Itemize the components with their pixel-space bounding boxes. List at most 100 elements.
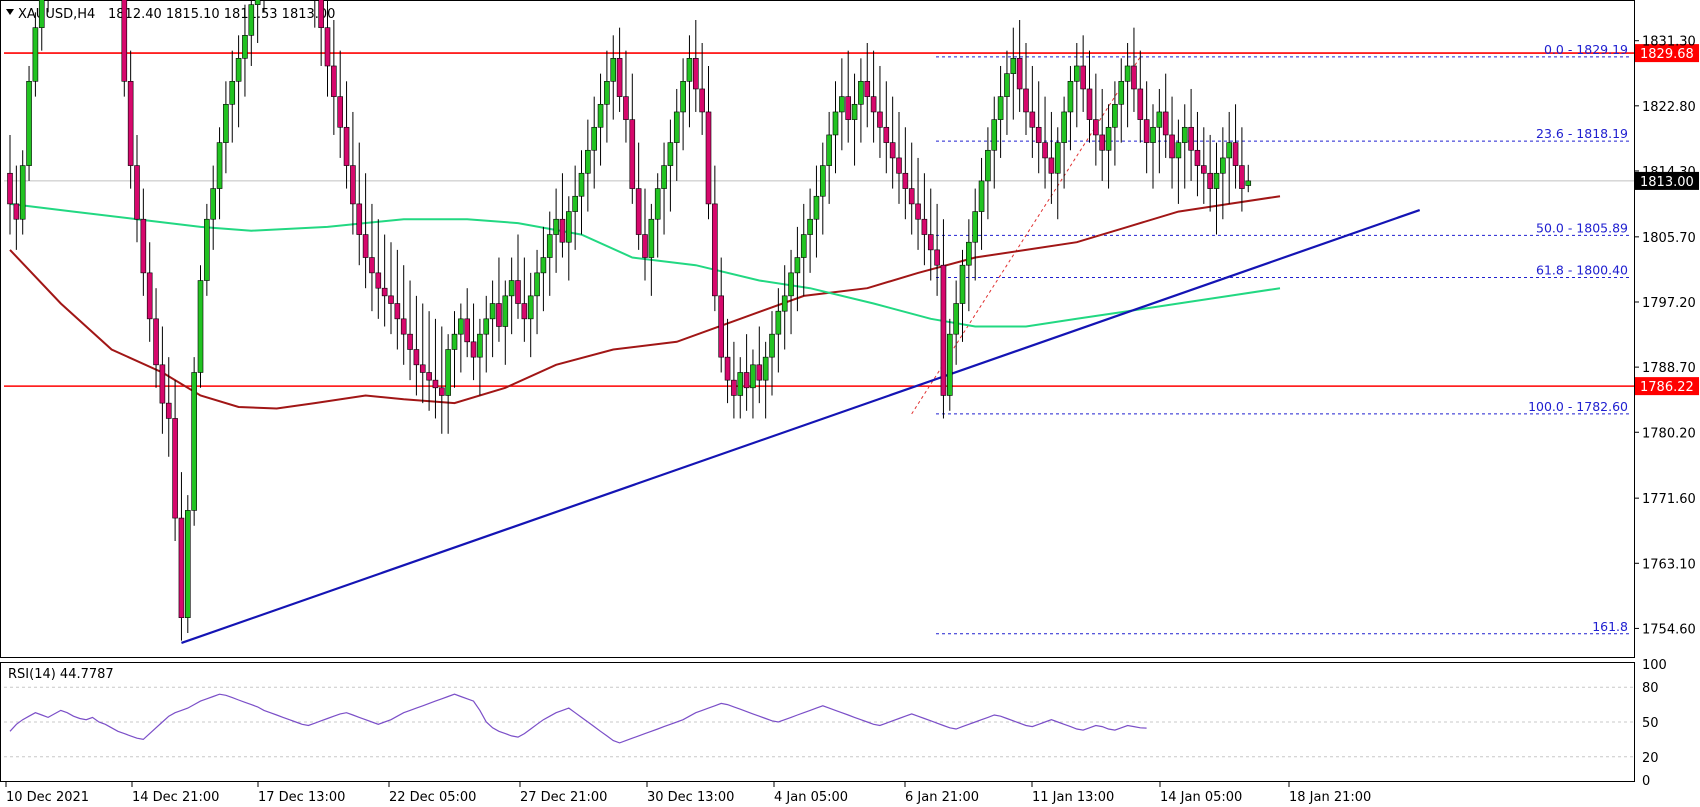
- time-tick-label: 4 Jan 05:00: [774, 790, 848, 805]
- level-price-label: 1829.68: [1640, 47, 1694, 62]
- level-price-tag: [1635, 377, 1699, 396]
- candle-body: [197, 280, 204, 373]
- candle-body: [464, 318, 471, 343]
- candle-body: [248, 4, 255, 36]
- ascending-trendline: [181, 208, 1421, 645]
- candle-body: [496, 303, 502, 327]
- candle-body: [832, 111, 839, 136]
- candle-body: [7, 172, 13, 205]
- candle-body: [521, 303, 528, 320]
- candle-body: [946, 333, 953, 396]
- candle-body: [1131, 65, 1137, 90]
- dropdown-triangle-icon[interactable]: [6, 9, 14, 15]
- candle-body: [1162, 111, 1169, 136]
- candle-body: [38, 0, 45, 28]
- candle-body: [902, 172, 909, 189]
- candle-body: [578, 172, 585, 197]
- candle-body: [743, 372, 750, 389]
- candles-layer: [7, 0, 1252, 641]
- candle-body: [1112, 103, 1118, 128]
- candle-body: [896, 157, 902, 174]
- candle-body: [769, 333, 775, 358]
- candle-body: [604, 81, 610, 105]
- current-price-tag: [1635, 171, 1699, 190]
- moving-averages-layer: [9, 195, 1281, 410]
- candle-body: [515, 280, 521, 304]
- candle-body: [661, 165, 667, 189]
- candle-body: [375, 272, 382, 289]
- candle-body: [318, 0, 324, 28]
- candle-body: [813, 195, 820, 220]
- candle-body: [19, 165, 26, 220]
- candle-body: [959, 264, 966, 304]
- price-tick-label: 1831.30: [1642, 35, 1696, 50]
- candle-body: [1067, 81, 1074, 113]
- candle-body: [394, 303, 401, 320]
- candle-body: [667, 142, 674, 166]
- candle-body: [985, 149, 991, 182]
- time-tick-label: 14 Jan 05:00: [1160, 790, 1242, 805]
- price-tick-label: 1780.20: [1642, 426, 1696, 441]
- candle-body: [1156, 111, 1163, 128]
- candle-body: [432, 379, 439, 389]
- fibonacci-level-label: 23.6 - 1818.19: [1536, 126, 1628, 141]
- trendline-layer: [181, 208, 1421, 645]
- rsi-scale-label: 100: [1642, 658, 1667, 673]
- price-pane-border: [0, 0, 1635, 658]
- candle-body: [1181, 126, 1188, 143]
- candle-body: [997, 96, 1004, 120]
- moving-average-line: [9, 202, 1281, 328]
- rsi-scale-label: 80: [1642, 681, 1659, 696]
- candle-body: [991, 119, 998, 151]
- candle-body: [845, 96, 852, 120]
- candle-body: [629, 119, 636, 189]
- candle-body: [324, 27, 331, 67]
- candle-body: [686, 58, 693, 82]
- candle-body: [572, 195, 578, 212]
- price-tick-label: 1788.70: [1642, 361, 1696, 376]
- candle-body: [826, 134, 832, 166]
- candle-body: [953, 303, 959, 335]
- price-tick-label: 1754.60: [1642, 622, 1696, 637]
- candle-body: [883, 126, 890, 143]
- rsi-scale-label: 0: [1642, 774, 1650, 789]
- candle-body: [800, 234, 807, 258]
- fibonacci-level-label: 0.0 - 1829.19: [1544, 42, 1628, 57]
- candle-body: [559, 218, 566, 243]
- current-price-label: 1813.00: [1640, 175, 1694, 190]
- time-tick-label: 30 Dec 13:00: [647, 790, 734, 805]
- candle-body: [350, 165, 356, 205]
- candle-body: [1023, 88, 1029, 113]
- candle-body: [540, 257, 547, 274]
- level-price-label: 1786.22: [1640, 380, 1694, 395]
- candle-body: [413, 349, 420, 366]
- candle-body: [1150, 126, 1156, 143]
- candle-body: [839, 96, 845, 113]
- candle-body: [927, 234, 934, 251]
- candle-body: [1048, 157, 1055, 174]
- price-axis: 1831.30 1822.80 1814.30 1805.70 1797.20 1788.…: [1634, 35, 1696, 637]
- candle-body: [1226, 142, 1232, 159]
- time-tick-label: 22 Dec 05:00: [389, 790, 476, 805]
- candle-body: [756, 364, 763, 381]
- candle-body: [1118, 81, 1125, 105]
- rsi-line: [9, 693, 1147, 744]
- candle-body: [546, 234, 553, 258]
- candle-body: [13, 203, 20, 220]
- candle-body: [527, 295, 534, 320]
- candle-body: [534, 272, 540, 297]
- candle-body: [737, 372, 744, 396]
- price-tick-label: 1822.80: [1642, 100, 1696, 115]
- candle-body: [705, 111, 712, 205]
- candle-body: [718, 295, 725, 358]
- candle-body: [610, 58, 617, 82]
- candle-body: [1010, 58, 1017, 74]
- price-tick-label: 1763.10: [1642, 557, 1696, 572]
- candle-body: [1035, 126, 1042, 143]
- rsi-layer: 100 80 50 20 0: [4, 658, 1667, 789]
- candle-body: [858, 81, 864, 105]
- candle-body: [1207, 172, 1213, 189]
- candle-body: [191, 372, 197, 511]
- candle-body: [121, 0, 128, 82]
